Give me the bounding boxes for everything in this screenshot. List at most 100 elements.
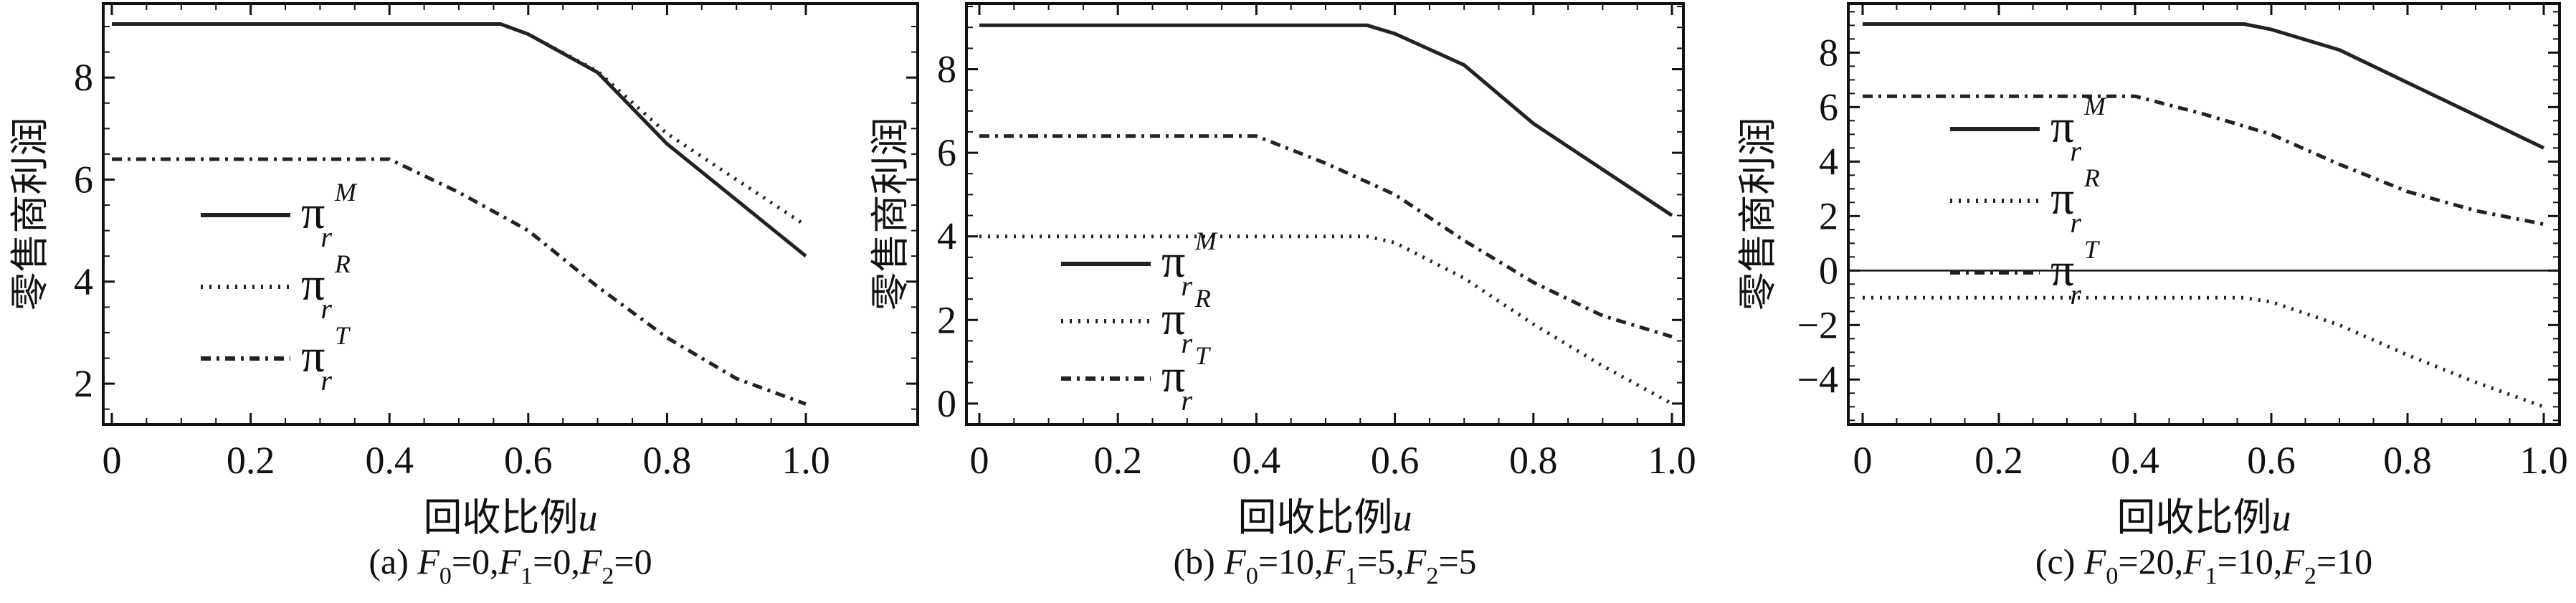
legend-sub: r	[2070, 278, 2081, 310]
legend-label-T: πrT	[2050, 235, 2101, 310]
legend-sub: r	[1181, 270, 1192, 302]
caption-param-sub: 2	[602, 563, 614, 589]
legend-label-R: πrR	[2050, 163, 2100, 239]
chart-panel-a: 0 0.2 0.4 0.6 0.8 1.02468πrMπrRπrT零售商利润回收比例u(…	[7, 2, 919, 589]
legend-sub: r	[2070, 206, 2081, 239]
y-tick-label: 4	[74, 260, 93, 303]
x-tick-label: 0.4	[365, 439, 414, 482]
series-line-R	[979, 234, 1673, 406]
y-tick-label: 2	[937, 298, 956, 341]
caption-param-name: F	[2083, 541, 2106, 581]
caption-param-sub: 0	[2106, 563, 2118, 589]
legend-sup: T	[2084, 235, 2101, 264]
legend-sub: r	[1181, 327, 1192, 359]
x-tick-label: 0	[1853, 439, 1873, 482]
chart-panel-c: 0 0.2 0.4 0.6 0.8 1.0−4−202468πrMπrRπrT零售商利润回…	[1735, 2, 2568, 589]
caption-param-value: =5,	[1357, 541, 1405, 581]
legend-sup: M	[2083, 92, 2107, 120]
caption-param-value: =0,	[452, 541, 499, 581]
y-tick-label: −2	[1797, 303, 1838, 346]
legend-symbol: π	[301, 258, 325, 310]
caption-param-value: =0,	[533, 541, 580, 581]
caption-param-sub: 1	[1345, 563, 1357, 589]
caption-param-sub: 1	[521, 563, 533, 589]
legend-sup: M	[334, 178, 358, 206]
caption-param-name: F	[498, 541, 521, 581]
caption-param-value: =20,	[2118, 541, 2183, 581]
x-tick-label: 0.2	[1093, 439, 1142, 482]
caption-param-sub: 2	[1426, 563, 1438, 589]
legend-label-M: πrM	[2050, 92, 2107, 167]
caption-param-name: F	[2182, 541, 2205, 581]
x-axis-title-var: u	[579, 496, 598, 539]
caption-param-sub: 0	[1246, 563, 1258, 589]
x-axis-title: 回收比例u	[1238, 495, 1412, 540]
plot-frame	[1847, 2, 2561, 426]
x-axis-title: 回收比例u	[2117, 495, 2291, 540]
legend-label-R: πrR	[301, 250, 351, 325]
x-axis-title-text: 回收比例	[2117, 495, 2272, 540]
caption-param-name: F	[1223, 541, 1246, 581]
caption-param-name: F	[1323, 541, 1346, 581]
y-tick-label: 2	[1819, 194, 1838, 237]
caption-label: (b)	[1173, 541, 1224, 581]
x-tick-label: 0.4	[2111, 439, 2159, 482]
legend-sup: M	[1194, 227, 1218, 255]
series-line-M	[979, 23, 1673, 217]
caption-param-value: =0	[614, 541, 652, 581]
legend-symbol: π	[1161, 293, 1185, 345]
panel-caption: (a) F0=0,F1=0,F2=0	[369, 541, 652, 589]
panel-caption: (b) F0=10,F1=5,F2=5	[1173, 541, 1476, 589]
x-tick-label: 1.0	[781, 439, 830, 482]
caption-param-value: =5	[1438, 541, 1476, 581]
y-tick-label: 6	[937, 131, 956, 174]
series-line-T	[979, 134, 1673, 338]
caption-param-name: F	[2281, 541, 2304, 581]
legend-label-M: πrM	[301, 178, 358, 253]
legend-sub: r	[320, 364, 332, 397]
x-axis-title-text: 回收比例	[1238, 495, 1393, 540]
series-line-T	[112, 157, 807, 406]
legend-symbol: π	[1161, 350, 1185, 402]
x-tick-label: 0.6	[1371, 439, 1420, 482]
caption-param-name: F	[417, 541, 439, 581]
caption-param-value: =10,	[1258, 541, 1323, 581]
caption-param-value: =10,	[2218, 541, 2283, 581]
series-line-T	[1863, 94, 2544, 227]
y-tick-label: 2	[74, 362, 93, 405]
legend-symbol: π	[1161, 235, 1185, 288]
caption-param-sub: 1	[2205, 563, 2218, 589]
y-tick-label: 8	[74, 56, 93, 99]
legend-symbol: π	[301, 330, 325, 382]
x-tick-label: 0.2	[1974, 439, 2023, 482]
caption-param-value: =10	[2316, 541, 2372, 581]
legend-sup: R	[334, 250, 351, 278]
y-tick-label: 6	[1819, 85, 1838, 128]
caption-label: (c)	[2035, 541, 2084, 581]
x-tick-label: 1.0	[2519, 439, 2568, 482]
x-axis-title: 回收比例u	[424, 495, 598, 540]
plot-frame	[102, 2, 919, 426]
y-tick-label: 8	[937, 48, 956, 91]
panel-caption: (c) F0=20,F1=10,F2=10	[2035, 541, 2372, 589]
x-tick-label: 0.8	[2383, 439, 2432, 482]
legend-symbol: π	[301, 186, 325, 239]
legend-sup: R	[1194, 284, 1211, 313]
legend-sub: r	[1181, 384, 1192, 417]
x-tick-label: 0.8	[643, 439, 692, 482]
x-tick-label: 0.2	[227, 439, 275, 482]
legend-symbol: π	[2050, 244, 2074, 296]
y-tick-label: 6	[74, 158, 93, 201]
y-axis-title: 零售商利润	[7, 118, 52, 311]
legend-sub: r	[2070, 135, 2081, 167]
x-tick-label: 0.4	[1232, 439, 1281, 482]
legend-label-M: πrM	[1161, 227, 1218, 302]
x-tick-label: 0	[103, 439, 122, 482]
legend-symbol: π	[2050, 100, 2074, 153]
y-tick-label: 8	[1819, 31, 1838, 74]
series-line-R	[1863, 295, 2544, 409]
